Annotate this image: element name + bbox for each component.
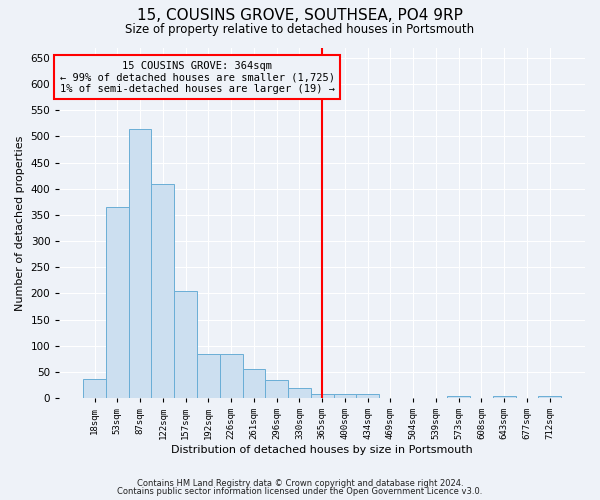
Bar [356,394,379,398]
Bar [493,396,515,398]
Bar [83,379,106,398]
Text: Contains public sector information licensed under the Open Government Licence v3: Contains public sector information licen… [118,487,482,496]
Bar [311,394,334,398]
X-axis label: Distribution of detached houses by size in Portsmouth: Distribution of detached houses by size … [171,445,473,455]
Bar [242,370,265,398]
Bar [538,396,561,398]
Bar [129,128,151,398]
Y-axis label: Number of detached properties: Number of detached properties [15,135,25,310]
Text: 15, COUSINS GROVE, SOUTHSEA, PO4 9RP: 15, COUSINS GROVE, SOUTHSEA, PO4 9RP [137,8,463,22]
Text: 15 COUSINS GROVE: 364sqm
← 99% of detached houses are smaller (1,725)
1% of semi: 15 COUSINS GROVE: 364sqm ← 99% of detach… [59,60,335,94]
Bar [197,354,220,398]
Bar [265,380,288,398]
Bar [220,354,242,398]
Bar [334,394,356,398]
Bar [174,291,197,398]
Bar [288,388,311,398]
Bar [106,207,129,398]
Bar [448,396,470,398]
Bar [151,184,174,398]
Text: Contains HM Land Registry data © Crown copyright and database right 2024.: Contains HM Land Registry data © Crown c… [137,478,463,488]
Text: Size of property relative to detached houses in Portsmouth: Size of property relative to detached ho… [125,22,475,36]
